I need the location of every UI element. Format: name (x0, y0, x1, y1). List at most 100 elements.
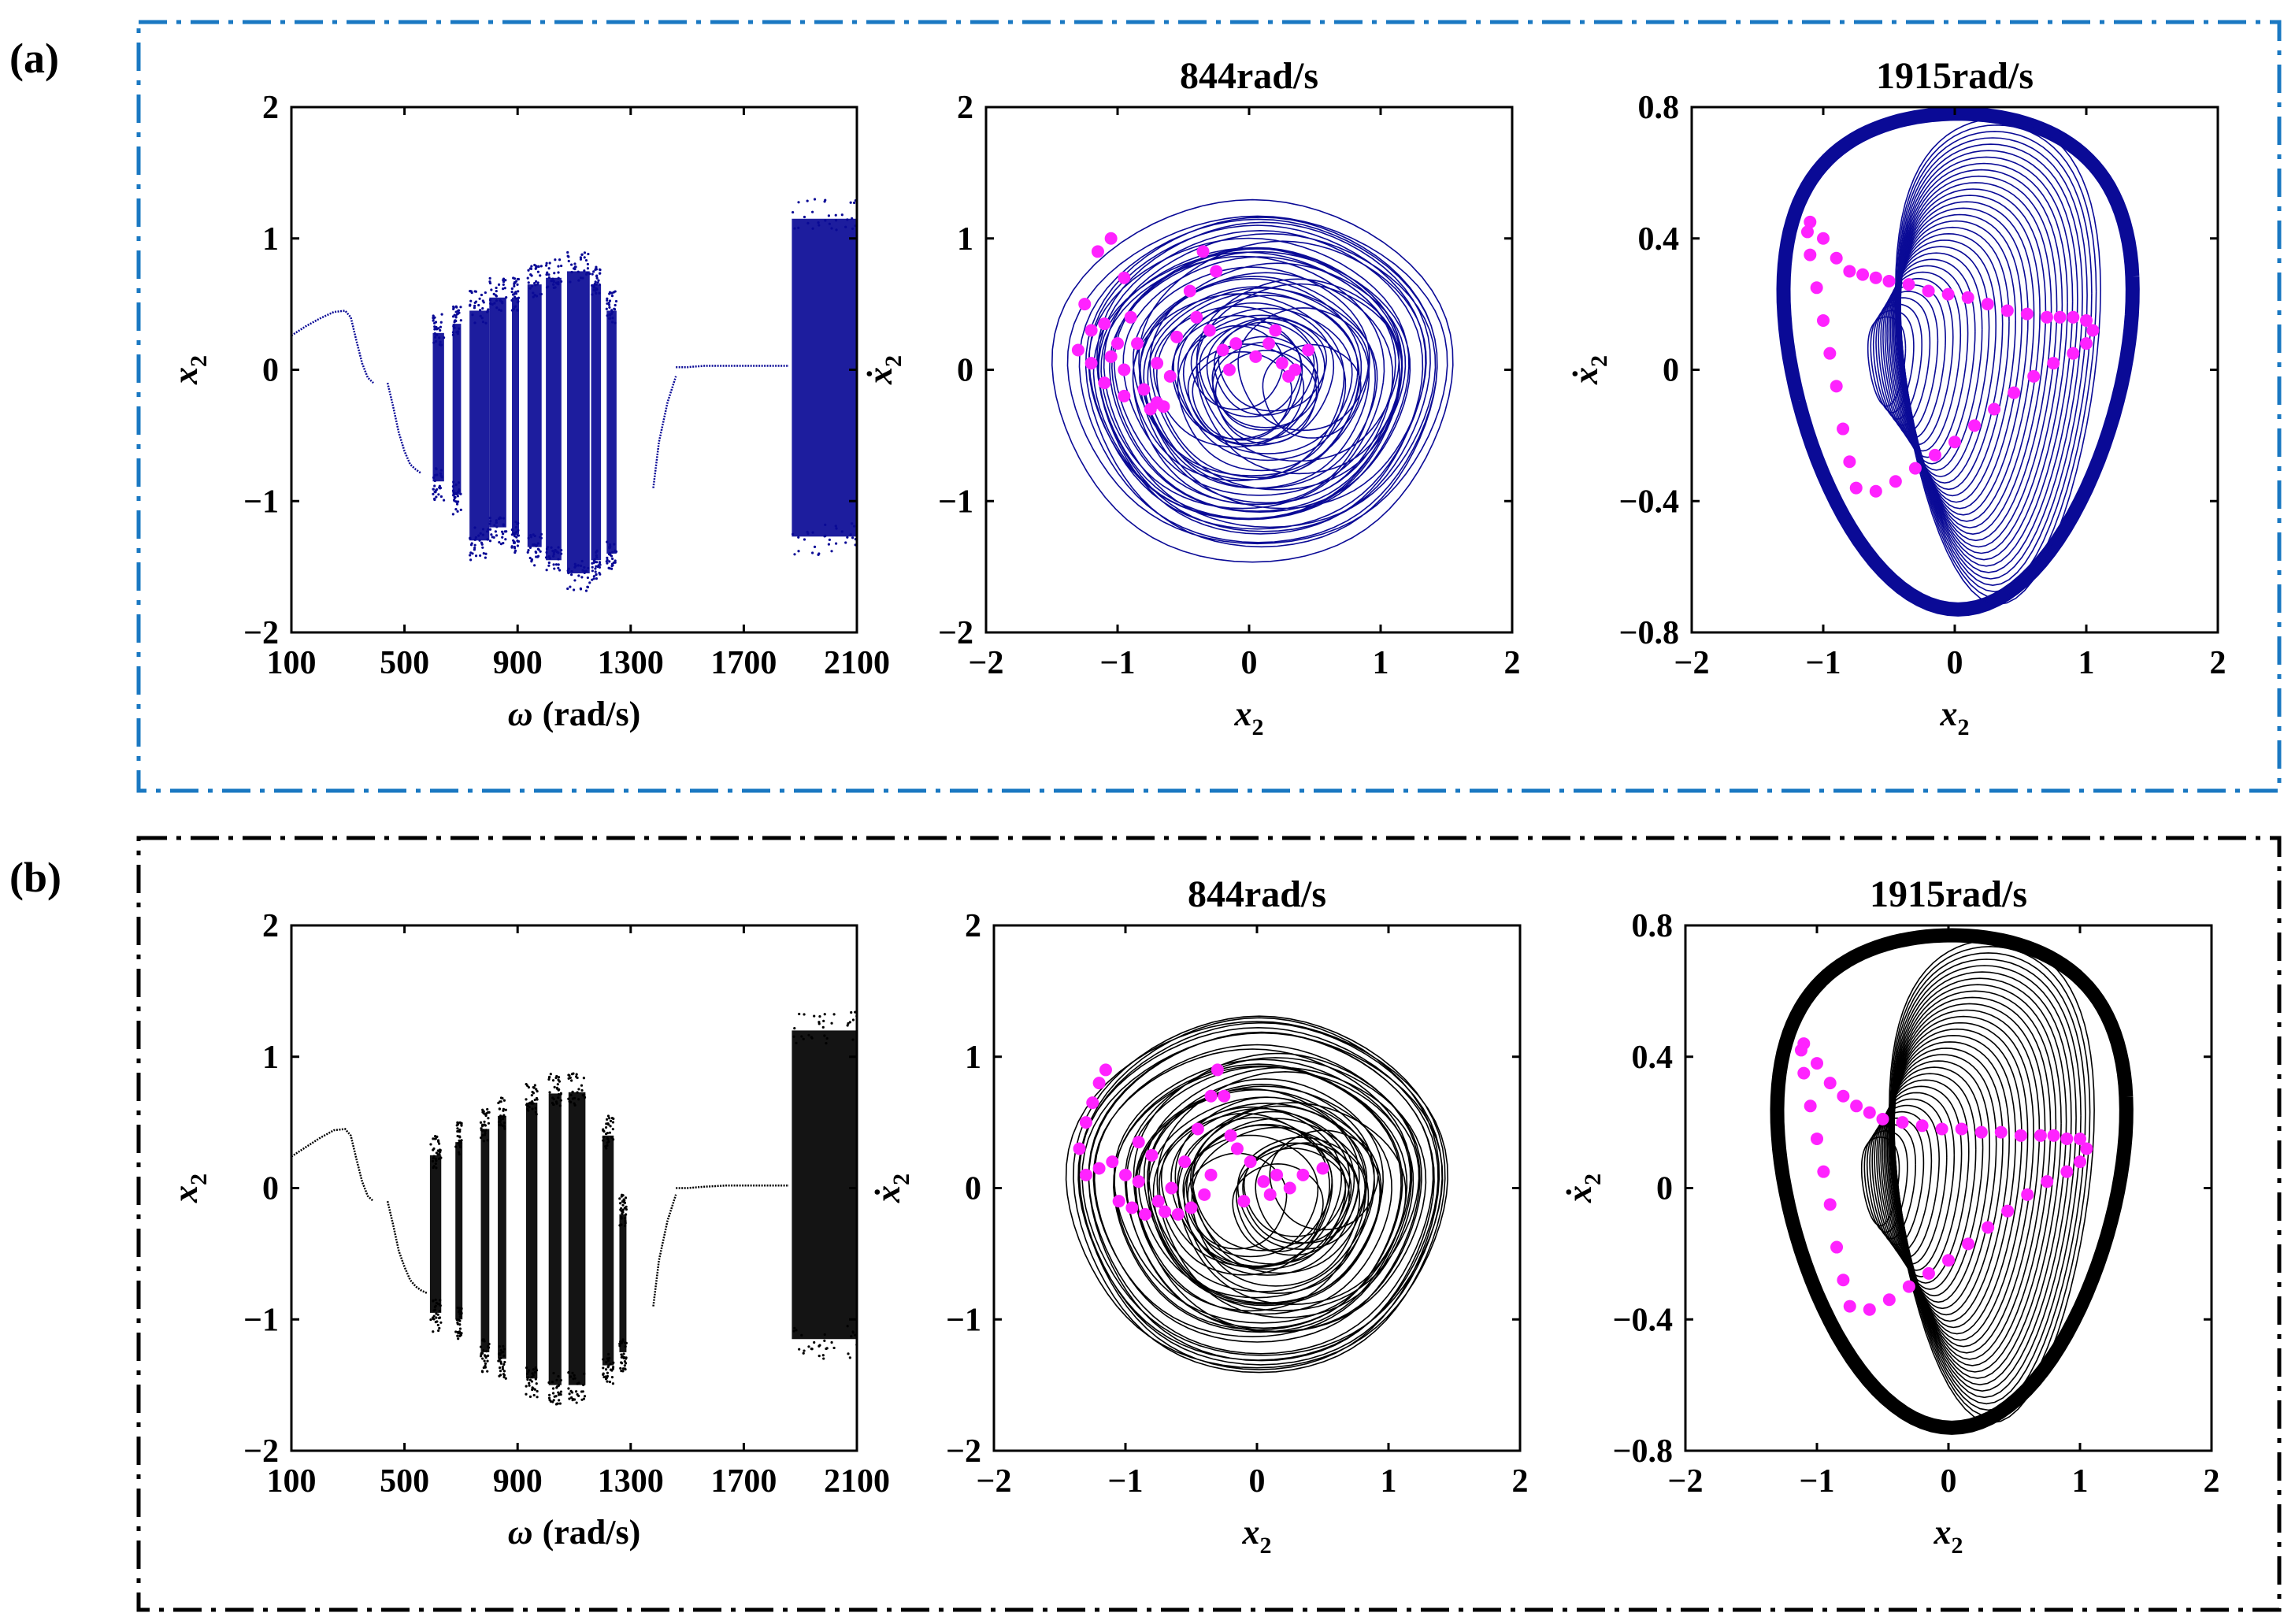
bifurcation-point (530, 1380, 534, 1383)
bifurcation-point (576, 1382, 579, 1385)
bifurcation-point (488, 1342, 491, 1346)
bifurcation-point (547, 555, 551, 558)
poincare-point (1942, 1254, 1955, 1267)
bifurcation-point (533, 1098, 536, 1102)
poincare-point (1106, 1155, 1119, 1169)
chaotic-band (792, 1030, 857, 1340)
bifurcation-branch (652, 1194, 677, 1307)
poincare-point (1823, 1198, 1837, 1211)
poincare-point (1889, 475, 1902, 488)
bifurcation-point (811, 551, 814, 554)
y-axis-subscript: 2 (1586, 355, 1612, 367)
poincare-point (1132, 1175, 1145, 1188)
bifurcation-point (852, 525, 856, 528)
x-tick-label: 0 (1249, 1463, 1266, 1500)
poincare-point (1137, 383, 1151, 396)
x-tick-label: 2100 (824, 1463, 890, 1500)
bifurcation-point (471, 313, 474, 317)
bifurcation-point (584, 569, 588, 573)
bifurcation-point (487, 308, 490, 311)
bifurcation-point (456, 495, 459, 498)
bifurcation-point (455, 502, 459, 506)
y-axis-symbol: ẋ (869, 1185, 907, 1203)
poincare-point (1908, 462, 1922, 475)
chaotic-band (432, 332, 444, 482)
y-axis-label: x2 (166, 355, 212, 385)
y-tick-label: 2 (262, 90, 279, 126)
bifurcation-point (606, 1380, 609, 1383)
bifurcation-point (502, 523, 505, 526)
bifurcation-point (597, 279, 600, 282)
x-tick-label: 0 (1947, 645, 1963, 681)
bifurcation-point (528, 287, 532, 290)
bifurcation-point (547, 546, 550, 549)
y-axis-subscript: 2 (881, 355, 907, 367)
bifurcation-point (602, 1129, 606, 1133)
bifurcation-point (512, 307, 516, 310)
bifurcation-point (847, 1021, 850, 1025)
bifurcation-point (481, 307, 484, 310)
bifurcation-point (516, 544, 519, 547)
bifurcation-point (439, 1156, 443, 1159)
bifurcation-point (487, 1117, 490, 1120)
bifurcation-point (560, 549, 563, 552)
bifurcation-point (621, 1208, 625, 1211)
bifurcation-point (818, 1344, 821, 1347)
bifurcation-point (608, 551, 612, 554)
bifurcation-point (568, 1073, 571, 1077)
bifurcation-point (608, 317, 612, 320)
bifurcation-point (550, 546, 553, 549)
bifurcation-point (591, 284, 594, 287)
poincare-point (1269, 324, 1282, 337)
x-axis-label: x2 (1234, 695, 1264, 740)
bifurcation-point (502, 1373, 506, 1376)
bifurcation-point (595, 287, 598, 290)
bifurcation-point (532, 291, 535, 295)
poincare-point (1800, 225, 1814, 239)
bifurcation-point (583, 1372, 586, 1375)
bifurcation-point (502, 1375, 506, 1379)
bifurcation-point (484, 1132, 487, 1135)
bifurcation-point (846, 536, 849, 539)
bifurcation-point (534, 1377, 537, 1381)
bifurcation-point (459, 306, 462, 309)
bifurcation-point (435, 1166, 438, 1170)
chaotic-band (602, 1135, 614, 1366)
poincare-point (2020, 307, 2034, 321)
bifurcation-point (460, 1122, 463, 1126)
bifurcation-point (592, 575, 595, 578)
bifurcation-point (480, 1355, 483, 1358)
poincare-point (1079, 1168, 1092, 1181)
bifurcation-point (612, 1361, 615, 1364)
bifurcation-point (608, 299, 612, 302)
bifurcation-point (473, 306, 476, 310)
poincare-point (1316, 1162, 1329, 1175)
bifurcation-point (824, 534, 827, 537)
bifurcation-point (456, 1334, 459, 1337)
bifurcation-point (606, 298, 609, 302)
poincare-point (1125, 1201, 1139, 1214)
poincare-point (2047, 357, 2060, 370)
bifurcation-point (439, 343, 443, 347)
bifurcation-point (532, 1086, 536, 1089)
bifurcation-point (517, 290, 520, 293)
bifurcation-point (552, 1371, 555, 1375)
x-tick-label: 2100 (824, 645, 890, 681)
bifurcation-point (813, 1014, 816, 1018)
bifurcation-point (566, 587, 569, 591)
bifurcation-point (551, 1387, 555, 1390)
bifurcation-point (548, 1393, 551, 1396)
bifurcation-point (576, 1076, 579, 1080)
y-axis-label: ẋ2 (869, 1174, 914, 1203)
bifurcation-point (484, 321, 488, 324)
bifurcation-point (510, 287, 514, 291)
poincare-point (1804, 1099, 1817, 1113)
bifurcation-point (840, 530, 843, 533)
bifurcation-point (502, 1354, 506, 1358)
bifurcation-point (850, 1010, 853, 1014)
bifurcation-point (544, 264, 548, 267)
bifurcation-point (609, 1125, 612, 1128)
y-axis-label: x2 (166, 1174, 212, 1203)
bifurcation-point (504, 538, 507, 541)
